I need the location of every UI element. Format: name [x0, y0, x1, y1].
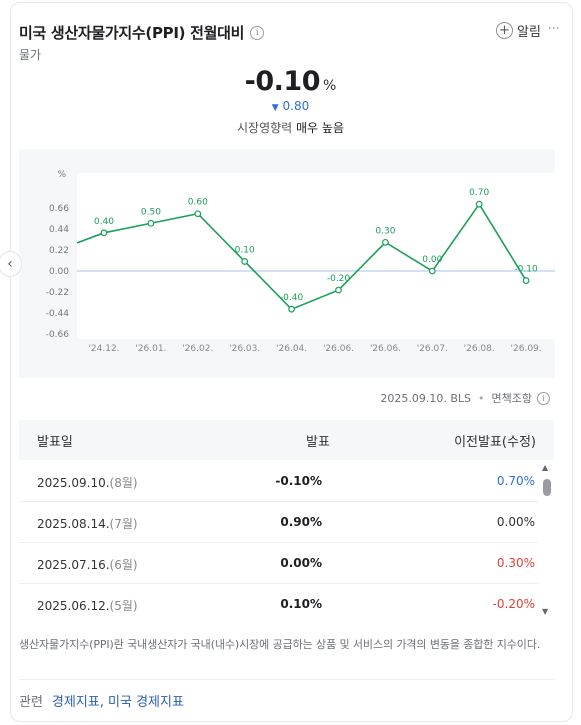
- impact-value: 매우 높음: [296, 121, 344, 135]
- divider: [19, 679, 554, 680]
- data-label: 0.30: [375, 226, 395, 236]
- line-chart[interactable]: % 0.66 0.44 0.22 0.00 -0.22 -0.44 -0.66 '24.12. '…: [19, 149, 555, 378]
- info-icon[interactable]: i: [537, 391, 550, 405]
- row-previous: -0.20%: [492, 597, 535, 611]
- data-label: 0.10: [235, 245, 255, 255]
- data-label: -0.10: [514, 265, 538, 275]
- alarm-button[interactable]: + 알림: [496, 21, 541, 40]
- table-row: 2025.06.12.(5월) 0.10% -0.20%: [19, 584, 538, 621]
- plus-icon: +: [496, 22, 513, 39]
- row-date: 2025.07.16.(6월): [37, 558, 138, 572]
- data-point: [428, 267, 436, 275]
- table-row: 2025.09.10.(8월) -0.10% 0.70%: [19, 461, 538, 502]
- row-actual: 0.00%: [280, 556, 322, 570]
- alarm-label: 알림: [517, 25, 541, 40]
- x-tick-label: '26.03.: [229, 344, 260, 354]
- impact-label: 시장영향력: [236, 121, 293, 135]
- market-impact: 시장영향력 매우 높음: [0, 119, 581, 136]
- source-agency: BLS: [450, 391, 472, 405]
- x-tick-label: '26.01.: [135, 344, 166, 354]
- change-indicator: ▼ 0.80: [0, 99, 581, 113]
- data-label: 0.50: [141, 207, 161, 217]
- table-row: 2025.08.14.(7월) 0.90% 0.00%: [19, 502, 538, 543]
- y-tick-label: 0.22: [49, 246, 69, 256]
- table-row: 2025.07.16.(6월) 0.00% 0.30%: [19, 543, 538, 584]
- related-label: 관련: [19, 695, 43, 710]
- data-label: 0.60: [188, 198, 208, 208]
- header-date: 발표일: [37, 435, 73, 450]
- change-value: 0.80: [282, 99, 310, 113]
- header-previous: 이전발표(수정): [454, 435, 536, 450]
- x-tick-label: '26.09.: [511, 344, 542, 354]
- indicator-description: 생산자물가지수(PPI)란 국내생산자가 국내(내수)시장에 공급하는 상품 및…: [19, 638, 541, 651]
- y-tick-label: -0.22: [46, 288, 69, 298]
- scroll-up-icon[interactable]: ▲: [542, 463, 549, 472]
- x-tick-label: '26.06.: [370, 344, 401, 354]
- scroll-thumb[interactable]: [543, 479, 551, 496]
- y-tick-label: 0.66: [49, 204, 69, 214]
- data-point: [241, 258, 249, 265]
- scroll-down-icon[interactable]: ▼: [542, 607, 549, 616]
- more-options-icon[interactable]: ⋮: [547, 22, 561, 34]
- y-unit-label: %: [57, 170, 66, 180]
- row-actual: 0.10%: [280, 597, 322, 611]
- row-date: 2025.09.10.(8월): [37, 476, 138, 490]
- row-previous: 0.70%: [496, 474, 535, 488]
- info-icon[interactable]: i: [250, 25, 265, 40]
- x-tick-label: '26.07.: [417, 344, 448, 354]
- x-tick-label: '26.02.: [182, 344, 213, 354]
- related-links: 관련 경제지표, 미국 경제지표: [19, 691, 184, 710]
- current-value: -0.10%: [0, 66, 581, 97]
- table-scrollbar[interactable]: ▲ ▼: [541, 461, 554, 621]
- row-actual: -0.10%: [275, 474, 322, 488]
- data-point: [288, 305, 296, 313]
- arrow-down-icon: ▼: [271, 103, 279, 113]
- data-point: [194, 210, 202, 218]
- separator-dot: •: [478, 391, 485, 405]
- y-tick-label: -0.44: [46, 309, 70, 319]
- data-point: [100, 229, 108, 237]
- data-label: 0.40: [94, 217, 114, 227]
- chart-svg: % 0.66 0.44 0.22 0.00 -0.22 -0.44 -0.66 '24.12. '…: [46, 170, 555, 354]
- table-header: 발표일 발표 이전발표(수정): [19, 420, 554, 460]
- source-date: 2025.09.10.: [380, 391, 447, 405]
- data-point: [382, 238, 389, 246]
- title-row: 미국 생산자물가지수(PPI) 전월대비 i: [19, 22, 265, 43]
- data-point: [522, 277, 530, 284]
- data-label: 0.00: [422, 255, 442, 265]
- header-actual: 발표: [306, 435, 330, 450]
- data-label: -0.40: [280, 293, 304, 303]
- category-label: 물가: [19, 48, 42, 62]
- y-tick-label: 0.00: [49, 267, 69, 277]
- row-date: 2025.08.14.(7월): [37, 517, 138, 531]
- row-previous: 0.30%: [496, 556, 535, 570]
- y-tick-label: 0.44: [49, 225, 69, 235]
- x-tick-label: '26.04.: [276, 344, 307, 354]
- plot-area: [77, 173, 555, 339]
- current-value-number: -0.10: [244, 66, 321, 97]
- x-tick-label: '26.06.: [323, 344, 354, 354]
- y-tick-label: -0.66: [46, 330, 70, 340]
- data-label: -0.20: [327, 274, 351, 284]
- data-label: 0.70: [469, 188, 489, 198]
- chevron-left-icon[interactable]: ‹: [0, 251, 22, 277]
- data-point: [147, 219, 155, 227]
- source-info: 2025.09.10. BLS • 면책조항 i: [380, 390, 550, 406]
- related-link[interactable]: 경제지표, 미국 경제지표: [51, 695, 184, 710]
- x-tick-label: '26.08.: [464, 344, 495, 354]
- disclaimer-link[interactable]: 면책조항: [491, 392, 532, 405]
- current-value-unit: %: [323, 78, 337, 94]
- row-previous: 0.00%: [496, 515, 535, 529]
- data-point: [475, 200, 483, 208]
- history-table[interactable]: 2025.09.10.(8월) -0.10% 0.70% 2025.08.14.…: [19, 461, 538, 621]
- x-tick-label: '24.12.: [88, 344, 119, 354]
- row-date: 2025.06.12.(5월): [37, 599, 138, 613]
- data-point: [335, 286, 342, 294]
- page-title: 미국 생산자물가지수(PPI) 전월대비: [19, 24, 245, 42]
- row-actual: 0.90%: [280, 515, 322, 529]
